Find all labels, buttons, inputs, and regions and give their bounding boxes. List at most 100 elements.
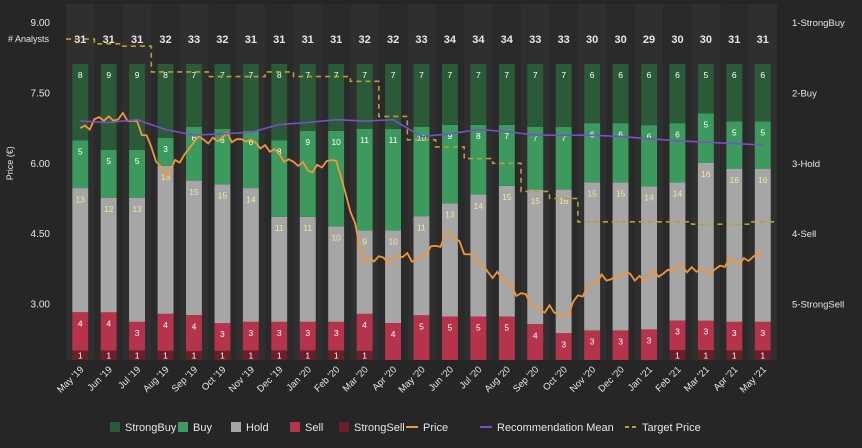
plot-area: 3.00 4.50 6.00 7.50 9.00 1-StrongBuy 2-Buy 3-Ho… [31, 4, 846, 395]
legend-label: StrongSell [354, 422, 405, 434]
bar-label-sell: 5 [476, 323, 481, 333]
analyst-count: 34 [501, 34, 514, 46]
bar-label-strongbuy: 6 [590, 70, 595, 80]
bar-label-sell: 3 [647, 336, 652, 346]
bar-label-hold: 14 [246, 194, 256, 204]
analyst-count: 33 [558, 34, 570, 46]
bar-label-sell: 3 [704, 327, 709, 337]
legend-label: Sell [305, 422, 323, 434]
bar-label-hold: 16 [701, 169, 711, 179]
bar-label-buy: 3 [163, 144, 168, 154]
legend-swatch [110, 422, 120, 432]
legend-label: Price [423, 422, 448, 434]
bar-label-sell: 4 [362, 320, 367, 330]
bar-label-hold: 16 [758, 175, 768, 185]
bar-hold [215, 184, 231, 323]
bar-hold [442, 203, 458, 316]
legend-label: Buy [193, 422, 212, 434]
bar-label-strongbuy: 6 [732, 70, 737, 80]
bar-hold [641, 187, 657, 330]
bar-hold [670, 182, 686, 320]
bar-label-sell: 3 [277, 328, 282, 338]
analyst-count: 31 [728, 34, 740, 46]
bar-label-strongbuy: 6 [618, 70, 623, 80]
bar-label-sell: 3 [760, 328, 765, 338]
y-axis-title: Price (€) [5, 146, 15, 180]
bar-label-sell: 4 [533, 330, 538, 340]
bar-label-sell: 4 [192, 321, 197, 331]
bar-label-strongbuy: 5 [704, 70, 709, 80]
bar-label-strongbuy: 7 [561, 70, 566, 80]
bar-label-sell: 3 [732, 328, 737, 338]
bar-label-hold: 11 [417, 223, 426, 233]
bar-label-strongbuy: 7 [476, 70, 481, 80]
bar-label-hold: 15 [531, 196, 541, 206]
bar-label-strongbuy: 6 [760, 70, 765, 80]
bar-label-strongbuy: 7 [220, 70, 225, 80]
bar-label-strongbuy: 7 [533, 70, 538, 80]
bar-label-strongsell: 1 [305, 351, 310, 361]
y-tick-label: 9.00 [31, 18, 51, 29]
analyst-count: 31 [245, 34, 257, 46]
analyst-count: 30 [586, 34, 598, 46]
bar-label-buy: 5 [760, 128, 765, 138]
legend-swatch [231, 422, 241, 432]
bar-label-strongsell: 1 [106, 351, 111, 361]
analyst-count: 33 [529, 34, 541, 46]
bar-label-hold: 10 [331, 233, 341, 243]
bar-hold [499, 186, 515, 317]
legend-swatch [178, 422, 188, 432]
legend-label: Target Price [642, 422, 701, 434]
bar-label-sell: 4 [106, 319, 111, 329]
right-axis-label: 1-StrongBuy [792, 18, 845, 29]
bar-label-buy: 10 [331, 137, 341, 147]
bar-label-strongsell: 1 [704, 351, 709, 361]
bar-label-sell: 3 [561, 339, 566, 349]
legend-label: Hold [246, 422, 269, 434]
bar-hold [186, 181, 202, 316]
analyst-count: 31 [74, 34, 86, 46]
bar-label-strongbuy: 7 [419, 70, 424, 80]
analyst-count: 31 [273, 34, 285, 46]
bar-label-strongsell: 1 [675, 351, 680, 361]
right-axis-label: 3-Hold [792, 159, 820, 170]
bar-label-hold: 11 [303, 223, 312, 233]
bar-label-sell: 4 [163, 320, 168, 330]
bar-label-sell: 5 [448, 323, 453, 333]
bar-label-hold: 15 [502, 192, 512, 202]
bar-label-hold: 9 [362, 237, 367, 247]
analyst-count: 32 [159, 34, 171, 46]
bar-label-hold: 11 [275, 223, 284, 233]
bar-label-buy: 6 [618, 129, 623, 139]
analyst-count: 29 [643, 34, 655, 46]
analyst-count: 31 [757, 34, 769, 46]
bar-label-buy: 6 [647, 131, 652, 141]
bar-label-sell: 5 [419, 321, 424, 331]
bar-label-strongsell: 1 [163, 351, 168, 361]
bar-label-strongsell: 1 [220, 351, 225, 361]
bar-label-sell: 3 [675, 327, 680, 337]
bar-label-hold: 15 [587, 189, 597, 199]
right-axis-label: 4-Sell [792, 229, 816, 240]
bar-label-hold: 12 [104, 204, 114, 214]
bar-label-hold: 16 [559, 196, 569, 206]
legend-label: Recommendation Mean [497, 422, 614, 434]
bar-label-hold: 13 [445, 210, 455, 220]
bar-label-buy: 5 [135, 156, 140, 166]
y-tick-label: 4.50 [31, 229, 51, 240]
bar-label-hold: 14 [644, 193, 654, 203]
bar-hold [470, 195, 486, 317]
right-axis-label: 2-Buy [792, 89, 817, 100]
bar-label-hold: 15 [189, 187, 199, 197]
bar-hold [755, 169, 771, 322]
bar-label-hold: 13 [75, 194, 85, 204]
analyst-count: 34 [472, 34, 485, 46]
bar-hold [243, 188, 259, 322]
bar-label-hold: 14 [673, 189, 683, 199]
bar-label-strongsell: 1 [334, 351, 339, 361]
bar-label-hold: 16 [730, 175, 740, 185]
bar-label-strongbuy: 7 [362, 70, 367, 80]
analyst-count: 30 [614, 34, 626, 46]
chart-canvas: # Analysts Price (€) 3.004.506.007.509.0… [0, 0, 862, 443]
bar-hold [158, 166, 174, 314]
